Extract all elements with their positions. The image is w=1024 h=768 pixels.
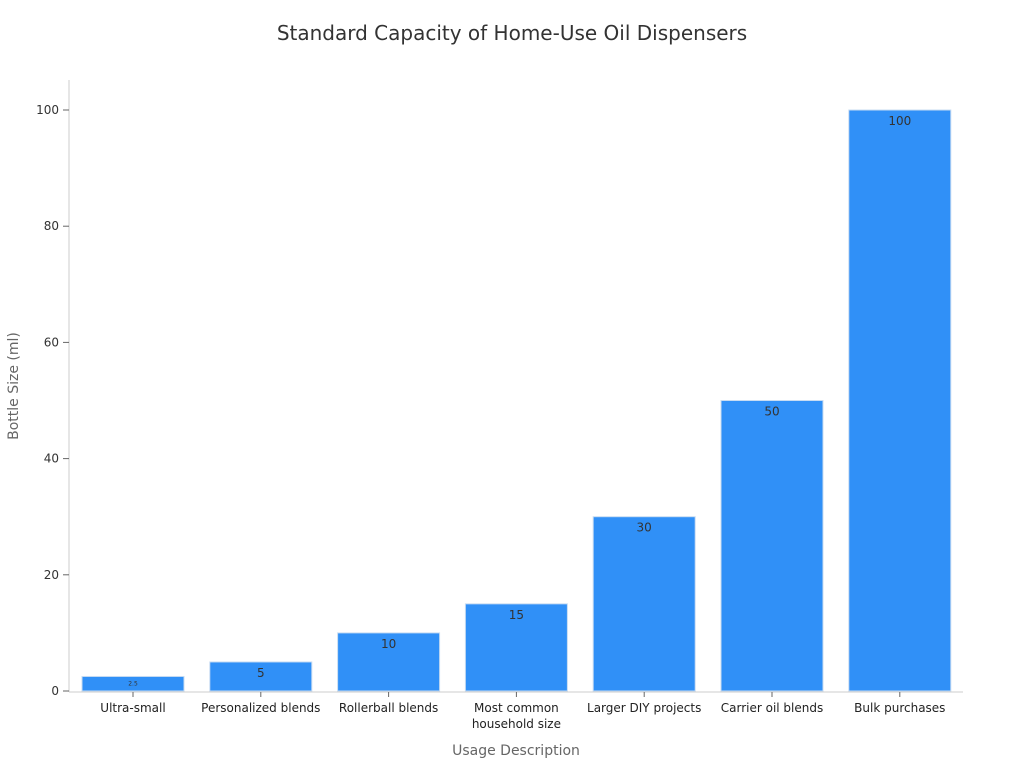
data-label: 30 [637, 521, 652, 535]
bar [81, 675, 185, 692]
bar [209, 661, 313, 692]
y-tick-label: 100 [36, 103, 59, 117]
y-tick-label: 20 [44, 568, 59, 582]
data-label: 50 [764, 405, 779, 419]
bar [464, 603, 568, 692]
x-tick-label: Most common household size [472, 701, 561, 731]
bar [592, 516, 696, 692]
bar [848, 109, 952, 692]
bar [337, 632, 441, 692]
data-label: 15 [509, 608, 524, 622]
x-tick-label: Personalized blends [201, 701, 320, 715]
y-tick-label: 40 [44, 452, 59, 466]
y-axis-label: Bottle Size (ml) [6, 332, 22, 440]
x-tick-label: Ultra-small [100, 701, 165, 715]
data-label: 2.5 [128, 680, 138, 687]
x-tick-label: Larger DIY projects [587, 701, 701, 715]
x-tick-label: Bulk purchases [854, 701, 945, 715]
y-tick-label: 60 [44, 335, 59, 349]
chart-title: Standard Capacity of Home-Use Oil Dispen… [277, 21, 747, 45]
y-tick-label: 80 [44, 219, 59, 233]
x-tick-label: Rollerball blends [339, 701, 438, 715]
x-axis-label: Usage Description [452, 743, 580, 759]
bar [720, 400, 824, 692]
data-label: 5 [257, 666, 265, 680]
data-label: 10 [381, 637, 396, 651]
y-tick-label: 0 [51, 684, 59, 698]
x-tick-label: Carrier oil blends [721, 701, 824, 715]
data-label: 100 [888, 114, 911, 128]
